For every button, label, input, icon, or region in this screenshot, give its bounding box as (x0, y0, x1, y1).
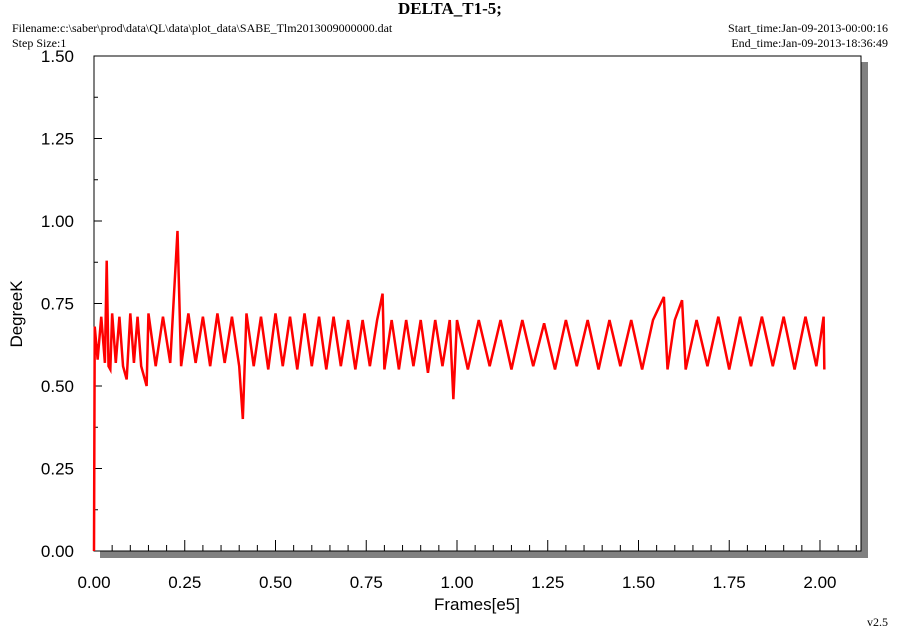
chart-title: DELTA_T1-5; (398, 0, 502, 18)
x-tick-label: 1.50 (622, 573, 655, 592)
x-tick-label: 0.75 (350, 573, 383, 592)
plot-frame (93, 55, 862, 552)
x-tick-label: 2.00 (803, 573, 836, 592)
y-tick-label: 1.00 (41, 212, 74, 231)
y-tick-label: 0.00 (41, 542, 74, 561)
x-axis-label: Frames[e5] (434, 595, 520, 614)
y-tick-label: 0.25 (41, 460, 74, 479)
step-size: Step Size:1 (12, 36, 66, 50)
version: v2.5 (867, 615, 888, 629)
y-tick-label: 0.50 (41, 377, 74, 396)
y-tick-label: 1.25 (41, 130, 74, 149)
x-tick-label: 0.00 (77, 573, 110, 592)
y-tick-label: 0.75 (41, 295, 74, 314)
x-tick-label: 0.25 (168, 573, 201, 592)
data-line (92, 230, 826, 552)
filename: Filename:c:\saber\prod\data\QL\data\plot… (12, 21, 393, 35)
end-time: End_time:Jan-09-2013-18:36:49 (731, 36, 888, 50)
x-tick-label: 1.25 (531, 573, 564, 592)
x-tick-label: 0.50 (259, 573, 292, 592)
y-axis-label: DegreeK (7, 280, 26, 348)
start-time: Start_time:Jan-09-2013-00:00:16 (728, 21, 888, 35)
x-tick-label: 1.00 (440, 573, 473, 592)
y-tick-label: 1.50 (41, 47, 74, 66)
x-tick-label: 1.75 (713, 573, 746, 592)
